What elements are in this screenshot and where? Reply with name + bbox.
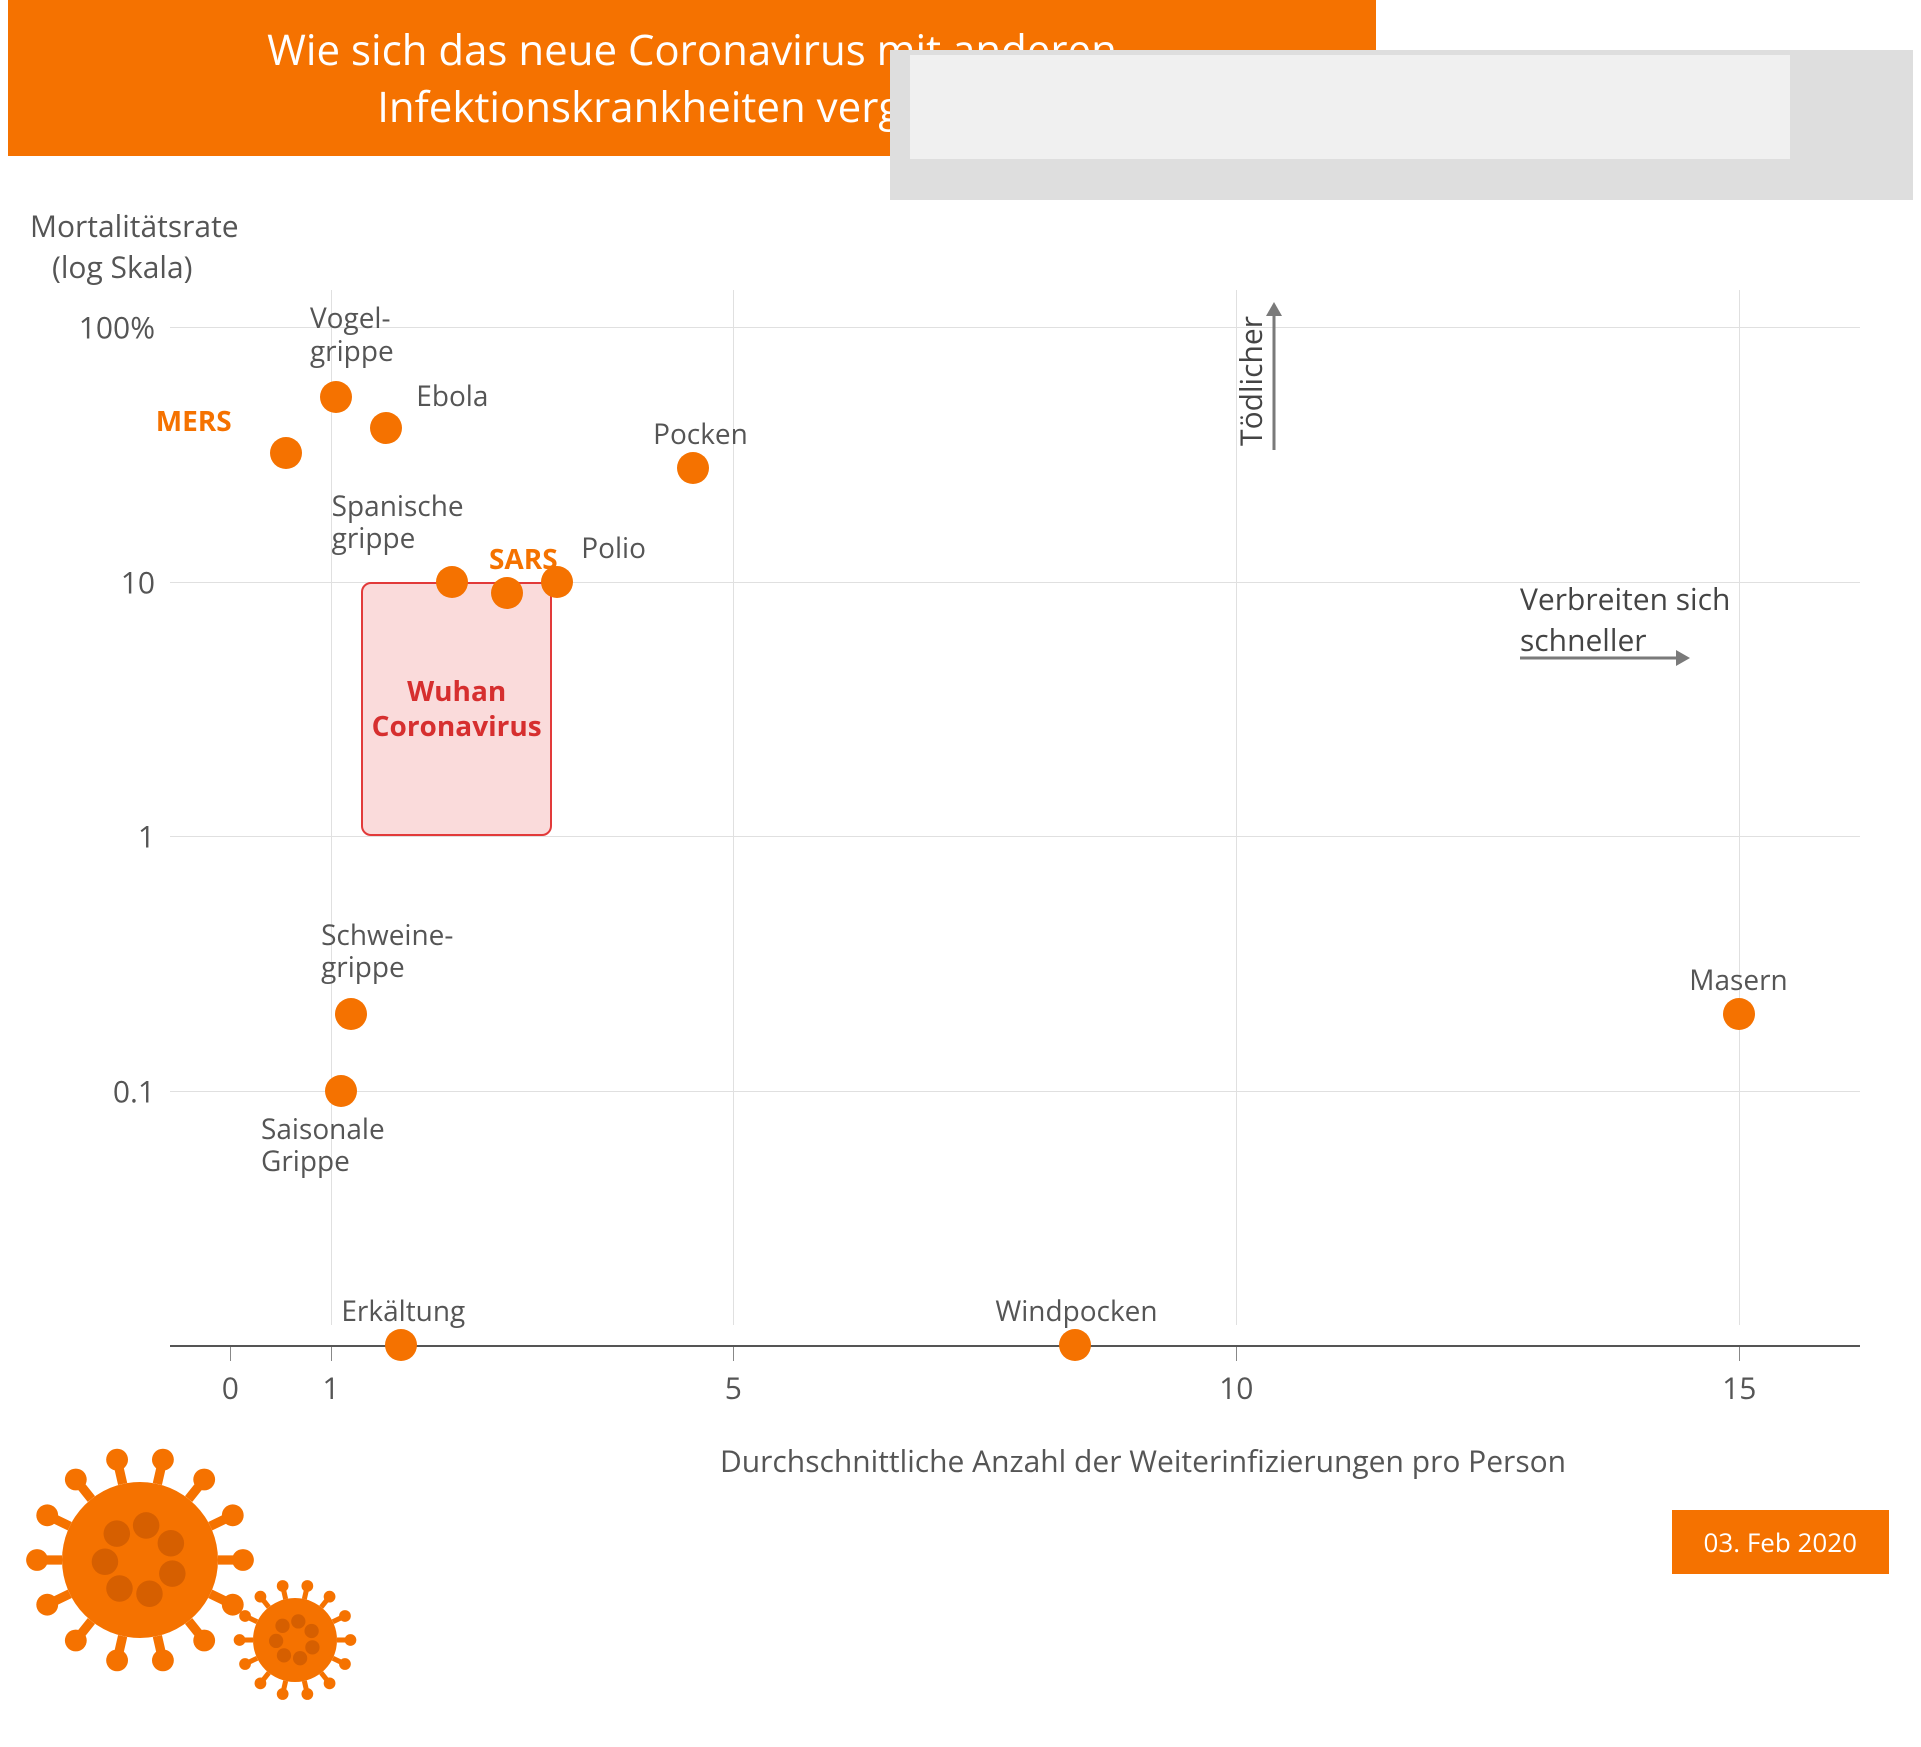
x-tick-label: 0 xyxy=(222,1367,239,1408)
x-tick-label: 1 xyxy=(322,1367,339,1408)
x-axis-title: Durchschnittliche Anzahl der Weiterinfiz… xyxy=(720,1440,1566,1481)
x-tick-mark xyxy=(1739,1347,1740,1361)
x-tick-mark xyxy=(1236,1347,1237,1361)
highlight-label: WuhanCoronavirus xyxy=(372,674,542,744)
y-tick-label: 10 xyxy=(35,561,155,602)
label-schweine: Schweine-grippe xyxy=(321,919,453,983)
label-windpocken: Windpocken xyxy=(995,1295,1157,1327)
date-badge: 03. Feb 2020 xyxy=(1672,1510,1889,1574)
y-tick-label: 100% xyxy=(35,307,155,348)
x-tick-label: 5 xyxy=(725,1367,742,1408)
label-span_grippe: Spanischegrippe xyxy=(332,490,464,554)
label-masern: Masern xyxy=(1689,964,1787,996)
overlay-box-inner xyxy=(910,55,1790,159)
point-pocken xyxy=(677,452,709,484)
virus-icon-small xyxy=(232,1577,358,1708)
x-tick-label: 15 xyxy=(1722,1367,1756,1408)
x-tick-mark xyxy=(733,1347,734,1361)
point-erkaeltung xyxy=(385,1329,417,1361)
y-axis-title: Mortalitätsrate (log Skala) xyxy=(30,205,239,287)
x-tick-mark xyxy=(230,1347,231,1361)
gridline-v xyxy=(1739,290,1740,1325)
highlight-box-wuhan: WuhanCoronavirus xyxy=(361,582,552,837)
gridline-h xyxy=(170,1091,1860,1092)
y-tick-label: 0.1 xyxy=(35,1070,155,1111)
virus-icon-large xyxy=(23,1443,257,1682)
label-saisonal: SaisonaleGrippe xyxy=(261,1113,385,1177)
label-mers: MERS xyxy=(156,405,232,437)
arrow-right-icon xyxy=(1520,646,1690,670)
label-ebola: Ebola xyxy=(416,380,488,412)
point-masern xyxy=(1723,998,1755,1030)
point-sars xyxy=(491,577,523,609)
x-tick-label: 10 xyxy=(1219,1367,1253,1408)
gridline-h xyxy=(170,327,1860,328)
point-mers xyxy=(270,437,302,469)
point-ebola xyxy=(370,412,402,444)
label-pocken: Pocken xyxy=(653,418,748,450)
y-tick-label: 1 xyxy=(35,816,155,857)
x-axis-line xyxy=(170,1345,1860,1347)
chart-area: 01510150.1110100%WuhanCoronavirusMERSVog… xyxy=(170,290,1860,1370)
label-erkaeltung: Erkältung xyxy=(341,1295,465,1327)
label-polio: Polio xyxy=(581,532,646,564)
label-vogelgrippe: Vogel-grippe xyxy=(310,302,394,366)
gridline-h xyxy=(170,836,1860,837)
point-polio xyxy=(541,566,573,598)
x-tick-mark xyxy=(331,1347,332,1361)
point-span_grippe xyxy=(436,566,468,598)
point-vogelgrippe xyxy=(320,381,352,413)
arrow-up-icon xyxy=(1262,302,1286,450)
point-schweine xyxy=(335,998,367,1030)
point-windpocken xyxy=(1059,1329,1091,1361)
point-saisonal xyxy=(325,1075,357,1107)
